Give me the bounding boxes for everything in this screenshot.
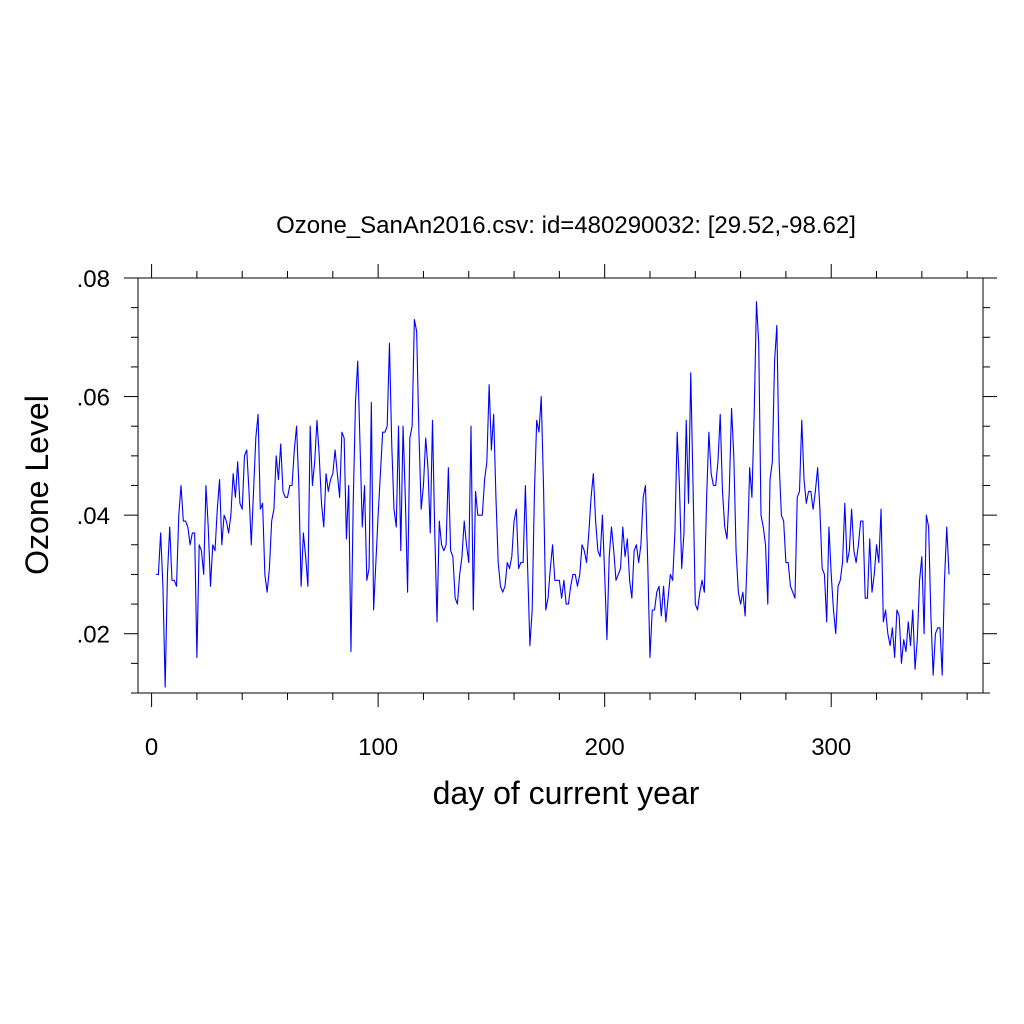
tick-labels-layer: 0 100 200 300 .02 .04 .06 .08: [77, 266, 852, 761]
y-tick-label: .06: [77, 385, 110, 412]
y-tick-label: .04: [77, 503, 110, 530]
x-axis-title: day of current year: [433, 775, 700, 811]
y-tick-label: .08: [77, 266, 110, 293]
series-line: [156, 301, 950, 688]
chart-title: Ozone_SanAn2016.csv: id=480290032: [29.5…: [276, 212, 856, 239]
y-axis-title: Ozone Level: [19, 395, 55, 575]
x-tick-label: 100: [358, 734, 398, 761]
x-tick-label: 200: [585, 734, 625, 761]
ticks-layer: [124, 264, 997, 707]
x-tick-label: 0: [145, 734, 158, 761]
y-tick-label: .02: [77, 622, 110, 649]
x-tick-label: 300: [811, 734, 851, 761]
